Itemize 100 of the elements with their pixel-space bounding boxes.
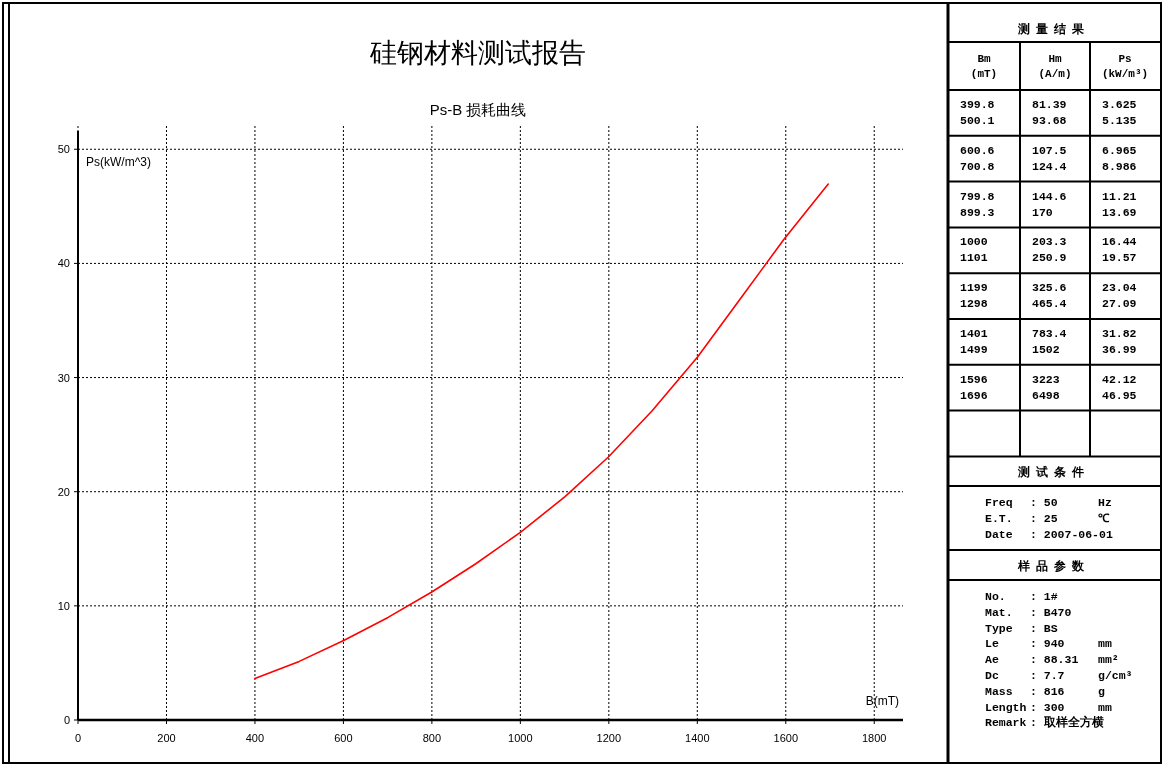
text: 3.625 <box>1102 98 1137 111</box>
text: Dc <box>985 669 999 682</box>
text: 170 <box>1032 205 1053 219</box>
text: Length <box>985 700 1027 714</box>
text: 19.57 <box>1102 251 1137 265</box>
x-tick-label: 1800 <box>862 732 887 744</box>
text: Mass <box>985 684 1013 698</box>
text: : 940 <box>1030 637 1065 651</box>
text: : 7.7 <box>1030 669 1065 682</box>
y-tick-label: 50 <box>57 143 70 156</box>
x-tick-label: 600 <box>334 732 353 744</box>
line-series <box>254 183 830 680</box>
text: mm <box>1098 637 1112 651</box>
text: mm² <box>1098 653 1119 667</box>
text: Hz <box>1098 496 1112 509</box>
text: 测量结果 <box>1017 22 1090 36</box>
text: : 2007-06-01 <box>1030 527 1113 541</box>
text: 1298 <box>960 297 988 311</box>
chart-title: 硅钢材料测试报告 <box>369 38 586 68</box>
y-tick-label: 10 <box>57 599 70 612</box>
text: 31.82 <box>1102 327 1137 340</box>
text: 8.986 <box>1102 159 1137 173</box>
text: 500.1 <box>960 114 995 127</box>
text: 测试条件 <box>1017 465 1090 479</box>
text: 399.8 <box>960 98 995 111</box>
text: 42.12 <box>1102 372 1137 386</box>
text: 1199 <box>960 281 988 295</box>
chart-subtitle: Ps-B 损耗曲线 <box>429 101 527 118</box>
text: 700.8 <box>960 159 995 173</box>
text: 783.4 <box>1032 327 1067 340</box>
text: Date <box>985 527 1013 541</box>
text: : 88.31 <box>1030 653 1079 667</box>
text: : 1# <box>1030 590 1058 603</box>
y-tick-label: 0 <box>63 714 70 726</box>
text: 6.965 <box>1102 143 1137 157</box>
text: g/cm³ <box>1098 669 1133 682</box>
text: Le <box>985 637 999 651</box>
text: : B470 <box>1030 605 1072 619</box>
text: 36.99 <box>1102 343 1137 356</box>
text: 16.44 <box>1102 235 1137 249</box>
text: mm <box>1098 700 1112 714</box>
x-tick-label: 800 <box>422 732 442 744</box>
text: 5.135 <box>1102 114 1137 127</box>
text: No. <box>985 590 1006 603</box>
text: 样品参数 <box>1017 559 1090 573</box>
text: 46.95 <box>1102 388 1137 402</box>
text: g <box>1098 684 1105 698</box>
text: 600.6 <box>960 143 995 157</box>
text: 325.6 <box>1032 281 1067 295</box>
text: (A/m) <box>1038 68 1072 80</box>
text: Type <box>985 621 1013 635</box>
text: : 50 <box>1030 496 1058 509</box>
text: 1000 <box>960 235 988 249</box>
text: 203.3 <box>1032 235 1067 249</box>
text: : BS <box>1030 621 1058 635</box>
x-tick-label: 200 <box>157 732 176 744</box>
text: 1596 <box>960 372 988 386</box>
text: : 25 <box>1030 511 1058 525</box>
text: 1502 <box>1032 343 1060 356</box>
text: 1696 <box>960 388 988 402</box>
x-tick-label: 1600 <box>773 732 799 744</box>
text: ℃ <box>1098 511 1110 525</box>
text: 23.04 <box>1102 281 1137 295</box>
text: 1499 <box>960 343 988 356</box>
text: 1401 <box>960 327 988 340</box>
x-tick-label: 1200 <box>596 732 622 744</box>
text: : 取样全方横 <box>1030 715 1104 730</box>
text: Freq <box>985 496 1013 509</box>
x-tick-label: 400 <box>245 732 265 744</box>
text: 124.4 <box>1032 159 1067 173</box>
text: 1101 <box>960 251 988 265</box>
y-axis-title: Ps(kW/m^3) <box>86 155 151 169</box>
text: (mT) <box>970 68 998 80</box>
text: Ae <box>985 653 999 667</box>
text: 799.8 <box>960 189 995 203</box>
text: : 300 <box>1030 700 1065 714</box>
x-axis-title: B(mT) <box>865 694 899 708</box>
text: 250.9 <box>1032 251 1067 265</box>
text: : 816 <box>1030 684 1065 698</box>
x-tick-label: 0 <box>74 732 82 744</box>
text: 144.6 <box>1032 189 1067 203</box>
y-tick-label: 20 <box>57 485 70 498</box>
x-tick-label: 1400 <box>685 732 710 744</box>
text: 465.4 <box>1032 297 1067 311</box>
text: 3223 <box>1032 372 1060 386</box>
text: Mat. <box>985 605 1013 619</box>
text: 6498 <box>1032 388 1060 402</box>
text: 27.09 <box>1102 297 1137 311</box>
text: 13.69 <box>1102 205 1137 219</box>
text: 81.39 <box>1032 98 1067 111</box>
text: Remark <box>985 716 1027 730</box>
text: 93.68 <box>1032 114 1067 127</box>
text: Hm <box>1048 53 1062 65</box>
text: (kW/m³) <box>1101 68 1149 80</box>
y-tick-label: 40 <box>57 257 70 270</box>
text: E.T. <box>985 511 1013 525</box>
text: 11.21 <box>1102 189 1137 203</box>
x-tick-label: 1000 <box>508 732 533 744</box>
text: Bm <box>977 53 991 65</box>
text: 107.5 <box>1032 143 1067 157</box>
